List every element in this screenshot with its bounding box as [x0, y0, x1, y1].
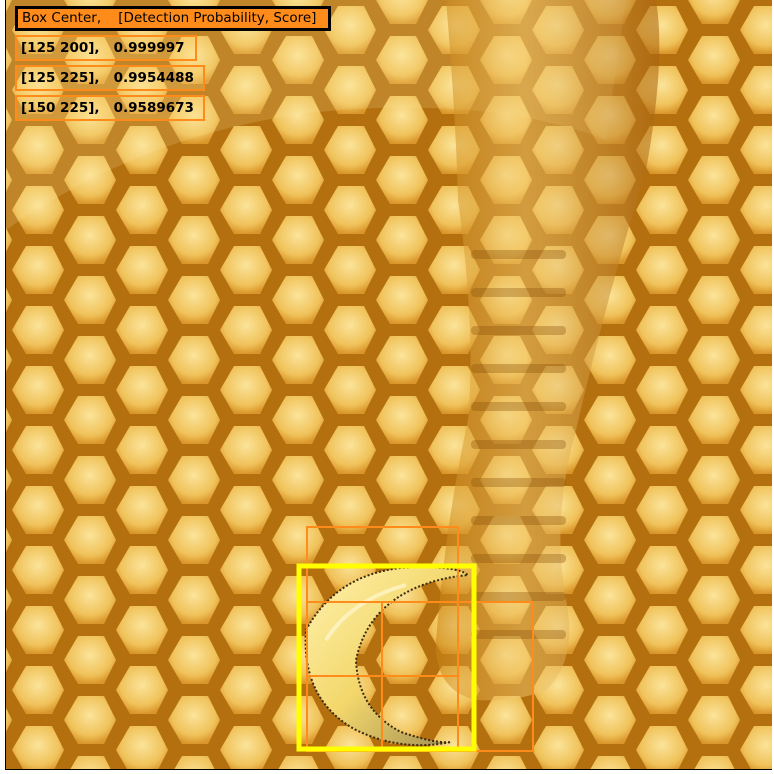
honey-drip-bands — [471, 250, 566, 639]
honey-band — [471, 516, 566, 525]
legend-row: [125 200], 0.999997 — [15, 35, 197, 61]
detection-score: 0.9589673 — [113, 100, 194, 116]
honey-band — [471, 326, 566, 335]
honey-band — [471, 364, 566, 373]
honey-band — [471, 554, 566, 563]
legend-row: [150 225], 0.9589673 — [15, 95, 205, 121]
detection-score: 0.9954488 — [113, 70, 194, 86]
banana — [304, 566, 471, 747]
box-center: [125 200], — [21, 40, 100, 56]
honey-band — [471, 592, 566, 601]
honey-band — [471, 478, 566, 487]
honey-band — [471, 402, 566, 411]
honey-drip — [435, 0, 660, 701]
box-center: [125 225], — [21, 70, 100, 86]
legend-header: Box Center, [Detection Probability, Scor… — [15, 6, 331, 31]
detection-image — [5, 0, 772, 770]
box-center: [150 225], — [21, 100, 100, 116]
honey-band — [471, 288, 566, 297]
honey-band — [471, 440, 566, 449]
honeycomb-image — [6, 0, 772, 769]
honey-band — [471, 630, 566, 639]
legend-row: [125 225], 0.9954488 — [15, 65, 205, 91]
best-detection-box — [296, 563, 477, 752]
honey-band — [471, 250, 566, 259]
detection-score: 0.999997 — [113, 40, 185, 56]
